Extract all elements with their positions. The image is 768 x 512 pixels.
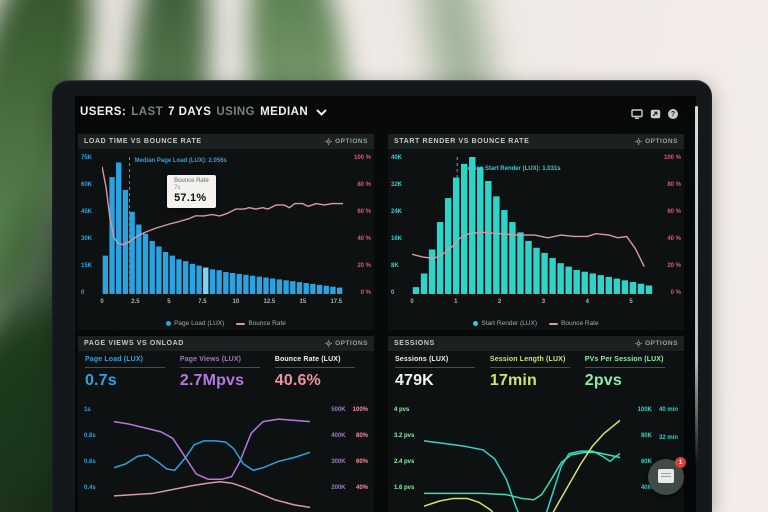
options-button[interactable]: OPTIONS: [325, 340, 368, 347]
start-render-histogram[interactable]: [412, 157, 653, 294]
metric-value: 479K: [395, 372, 434, 389]
title-median: MEDIAN: [260, 106, 309, 118]
median-line-label: Median Start Render (LUX): 1.031s: [462, 166, 561, 172]
legend-line-icon: [236, 322, 246, 325]
legend-page-load[interactable]: Page Load (LUX): [166, 320, 224, 327]
options-button[interactable]: OPTIONS: [635, 340, 678, 347]
page-views-linechart[interactable]: [114, 405, 310, 512]
panel-title: START RENDER VS BOUNCE RATE: [394, 138, 530, 145]
y-axis-sessions: 100K 80K 60K 40K: [637, 407, 652, 491]
legend-bounce-rate[interactable]: Bounce Rate: [549, 320, 599, 327]
help-icon[interactable]: ?: [668, 109, 678, 119]
panel-title: PAGE VIEWS VS ONLOAD: [84, 340, 184, 347]
panel-load-time: LOAD TIME VS BOUNCE RATE OPTIONS 75K 60K 4…: [78, 134, 374, 330]
title-last: LAST: [131, 106, 164, 118]
start-render-plot: Median Start Render (LUX): 1.031s: [412, 157, 653, 294]
legend-dot-icon: [166, 321, 172, 326]
bounce-rate-tooltip: Bounce Rate 7s 57.1%: [167, 174, 216, 208]
gear-icon: [325, 340, 333, 347]
metric-value: 17min: [489, 372, 537, 389]
panel-title: SESSIONS: [394, 340, 435, 347]
panel-sessions: SESSIONS OPTIONS Sessions (LUX) 479K Ses…: [388, 336, 684, 512]
chevron-down-icon[interactable]: [316, 108, 327, 116]
screen-glare: [695, 106, 698, 464]
metric-pvs-per-session[interactable]: PVs Per Session (LUX) 2pvs: [584, 356, 680, 390]
y-axis-left: 40K 32K 24K 16K 8K 0: [391, 155, 403, 296]
x-axis: 0 2.5 5 7.5 10 12.5 15 17.5: [100, 299, 343, 305]
page-views-plot: [114, 405, 310, 512]
dashboard-title-dropdown[interactable]: USERS: LAST 7 DAYS USING MEDIAN: [80, 100, 636, 124]
y-axis-bounce: 100% 80% 60% 40%: [352, 407, 368, 491]
metric-session-length[interactable]: Session Length (LUX) 17min: [489, 356, 585, 390]
notification-badge: 1: [675, 457, 686, 468]
panel-title: LOAD TIME VS BOUNCE RATE: [84, 138, 202, 145]
y-axis-right: 100 % 80 % 60 % 40 % 20 % 0 %: [663, 155, 681, 296]
legend-bounce-rate[interactable]: Bounce Rate: [236, 320, 286, 327]
legend-line-icon: [549, 322, 559, 325]
metric-page-views[interactable]: Page Views (LUX) 2.7Mpvs: [179, 356, 275, 390]
title-users: USERS:: [80, 106, 127, 118]
share-icon[interactable]: [650, 109, 661, 119]
sessions-linechart[interactable]: [424, 405, 620, 512]
load-time-plot: Median Page Load (LUX): 2.056s Bounce Ra…: [102, 157, 343, 294]
legend-start-render[interactable]: Start Render (LUX): [473, 320, 537, 327]
y-axis-pageviews: 500K 400K 300K 200K: [331, 407, 346, 491]
panel-page-views: PAGE VIEWS VS ONLOAD OPTIONS Page Load (…: [78, 336, 374, 512]
sessions-plot: [424, 405, 620, 512]
metric-page-load[interactable]: Page Load (LUX) 0.7s: [85, 356, 180, 390]
display-icon[interactable]: [631, 109, 643, 119]
gear-icon: [635, 138, 643, 145]
metric-bounce-rate[interactable]: Bounce Rate (LUX) 40.6%: [274, 356, 370, 390]
y-axis-left: 4 pvs 3.2 pvs 2.4 pvs 1.6 pvs: [394, 407, 415, 491]
panel-start-render: START RENDER VS BOUNCE RATE OPTIONS 40K 3…: [388, 134, 684, 330]
title-using: USING: [216, 106, 256, 118]
gear-icon: [635, 340, 643, 347]
metric-value: 2pvs: [584, 372, 622, 389]
metric-value: 40.6%: [274, 372, 321, 389]
y-axis-left: 1s 0.8s 0.6s 0.4s: [84, 407, 96, 491]
metric-value: 0.7s: [85, 372, 117, 389]
title-7days: 7 DAYS: [168, 106, 212, 118]
metric-value: 2.7Mpvs: [179, 372, 245, 389]
metric-sessions[interactable]: Sessions (LUX) 479K: [395, 356, 490, 390]
legend-dot-icon: [473, 321, 479, 326]
options-button[interactable]: OPTIONS: [635, 138, 678, 145]
chat-icon: [658, 469, 674, 483]
y-axis-left: 75K 60K 45K 30K 15K 0: [81, 155, 93, 296]
chat-widget-button[interactable]: 1: [648, 457, 686, 495]
options-button[interactable]: OPTIONS: [325, 138, 368, 145]
median-line-label: Median Page Load (LUX): 2.056s: [134, 158, 227, 164]
gear-icon: [325, 138, 333, 145]
y-axis-right: 100 % 80 % 60 % 40 % 20 % 0 %: [353, 155, 371, 296]
tooltip-value: 57.1%: [174, 191, 207, 204]
load-time-histogram[interactable]: [102, 157, 343, 294]
